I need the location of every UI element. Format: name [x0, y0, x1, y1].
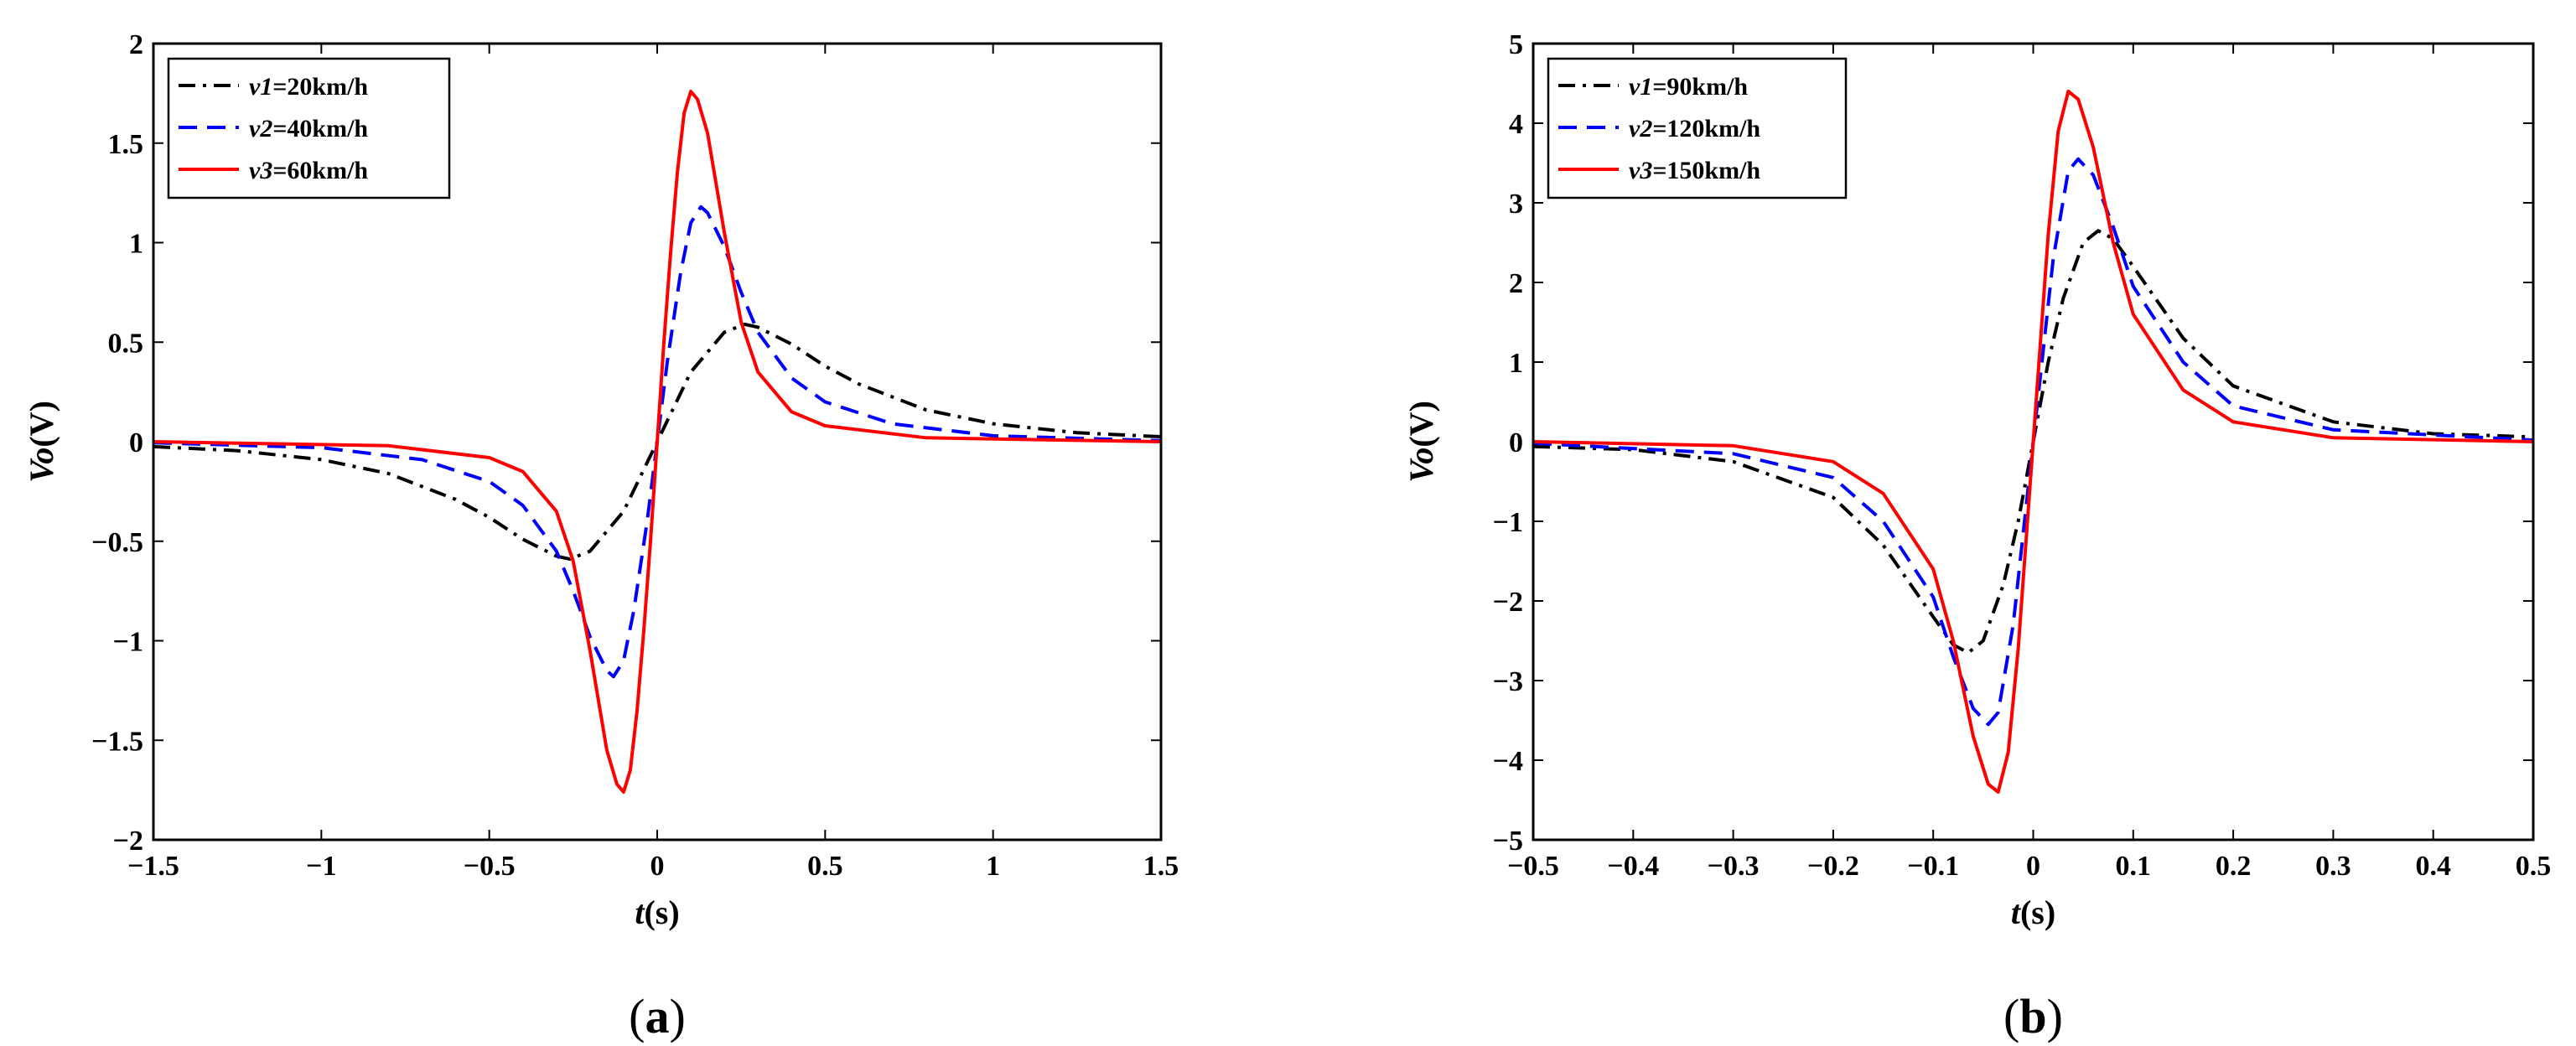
chart-panel-b: −0.5 −0.4 −0.3 −0.2 −0.1 0 0.1 0.2 0.3 0.4 0.5 −5 −4… [1402, 29, 2551, 1043]
x-axis-label-var: t [2011, 893, 2022, 931]
legend-label: v2=120km/h [1629, 115, 1760, 142]
series-group [153, 90, 1161, 794]
panel-label-open: ( [2003, 989, 2019, 1043]
legend-label: v1=90km/h [1629, 73, 1748, 101]
x-tick-label: 0.5 [2516, 851, 2552, 882]
legend: v1=20km/hv2=40km/hv3=60km/h [167, 57, 451, 199]
x-axis-label: t(s) [2011, 893, 2055, 931]
x-tick-label: 0.3 [2315, 851, 2351, 882]
x-axis-label-unit: (s) [2020, 893, 2055, 931]
x-tick-label: 0 [650, 851, 665, 882]
x-tick-label: −0.5 [1507, 851, 1559, 882]
y-axis-label-var: Vo [23, 448, 60, 483]
y-tick-label: 4 [1509, 109, 1523, 140]
panel-label-letter: a [645, 989, 670, 1043]
legend-label: v2=40km/h [249, 115, 368, 142]
y-tick-label: 0 [1509, 427, 1523, 458]
legend-var: v3 [249, 157, 272, 184]
y-axis-label-unit: (V) [23, 401, 60, 448]
legend: v1=90km/hv2=120km/hv3=150km/h [1547, 57, 1848, 199]
x-axis-label-var: t [635, 893, 645, 931]
legend-label: v1=20km/h [249, 73, 368, 101]
x-axis-label: t(s) [635, 893, 679, 931]
x-tick-label: 1 [986, 851, 1000, 882]
x-tick-label: 1.5 [1143, 851, 1179, 882]
y-tick-label: 5 [1509, 29, 1523, 60]
x-tick-label: −0.5 [464, 851, 516, 882]
x-tick-label: −0.1 [1907, 851, 1959, 882]
x-tick-label: 0.4 [2415, 851, 2451, 882]
x-tick-label: 0 [2026, 851, 2040, 882]
panel-label: (a) [629, 989, 686, 1043]
y-tick-label: 2 [129, 29, 143, 60]
y-tick-label: −1 [113, 627, 143, 658]
y-tick-label: −2 [113, 826, 143, 857]
panel-label-letter: b [2019, 989, 2046, 1043]
y-tick-label: −1.5 [91, 726, 143, 757]
x-tick-label: −0.3 [1708, 851, 1760, 882]
y-tick-label: −4 [1493, 746, 1523, 777]
legend-speed: =20km/h [272, 73, 368, 101]
legend-var: v3 [1629, 157, 1652, 184]
y-tick-label: −1 [1493, 507, 1523, 538]
series-line-v2 [153, 205, 1161, 679]
x-tick-label: 0.2 [2216, 851, 2252, 882]
y-tick-label: 1 [1509, 348, 1523, 379]
y-tick-label: 0.5 [108, 328, 144, 359]
axes-frame [152, 42, 1163, 841]
legend-var: v2 [249, 115, 272, 142]
legend-var: v2 [1629, 115, 1652, 142]
y-axis-label-var: Vo [1402, 448, 1440, 483]
x-tick-label: −1 [306, 851, 336, 882]
y-tick-label: 1.5 [108, 129, 144, 160]
series-group [1533, 90, 2533, 794]
y-tick-label: 3 [1509, 189, 1523, 220]
legend-speed: =150km/h [1652, 157, 1760, 184]
chart-panel-a: −1.5 −1 −0.5 0 0.5 1 1.5−2−1.5−1−0.500.511.52v… [23, 29, 1179, 1043]
y-tick-label: −0.5 [91, 527, 143, 558]
legend-speed: =120km/h [1652, 115, 1760, 142]
y-axis-label-unit: (V) [1402, 401, 1440, 448]
legend-speed: =90km/h [1652, 73, 1748, 101]
x-tick-label: −1.5 [127, 851, 179, 882]
y-axis-label: Vo(V) [23, 401, 60, 483]
x-tick-label: 0.1 [2116, 851, 2152, 882]
y-tick-label: 1 [129, 229, 143, 260]
y-tick-label: 0 [129, 427, 143, 458]
panel-label-open: ( [629, 989, 645, 1043]
legend-var: v1 [1629, 73, 1652, 101]
legend-var: v1 [249, 73, 272, 101]
legend-label: v3=150km/h [1629, 157, 1760, 184]
panel-label: (b) [2003, 989, 2063, 1043]
panel-label-close: ) [2047, 989, 2063, 1043]
x-tick-label: −0.2 [1807, 851, 1859, 882]
x-axis-label-unit: (s) [644, 893, 679, 931]
y-tick-label: −3 [1493, 666, 1523, 697]
x-tick-label: 0.5 [807, 851, 843, 882]
panel-label-close: ) [670, 989, 686, 1043]
y-tick-label: −2 [1493, 587, 1523, 618]
x-tick-label: −0.4 [1607, 851, 1659, 882]
y-axis-label: Vo(V) [1402, 401, 1440, 483]
y-tick-label: 2 [1509, 268, 1523, 299]
y-tick-label: −5 [1493, 826, 1523, 857]
legend-speed: =40km/h [272, 115, 368, 142]
series-line-v3 [1533, 90, 2533, 794]
axes-frame [1532, 42, 2535, 841]
legend-label: v3=60km/h [249, 157, 368, 184]
legend-speed: =60km/h [272, 157, 368, 184]
series-line-v3 [153, 90, 1161, 794]
